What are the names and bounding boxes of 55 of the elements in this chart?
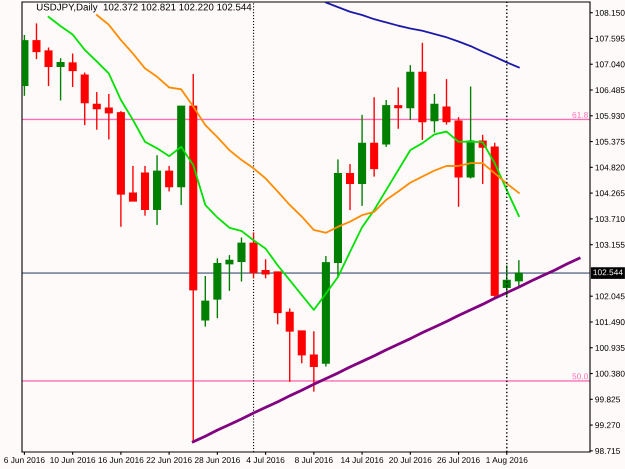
y-tick-label: 107.595 (595, 36, 625, 42)
candlestick (430, 93, 438, 134)
y-tick-label: 103.155 (595, 242, 625, 248)
x-tick-label: 26 Jul 2016 (437, 456, 480, 463)
y-tick-label: 100.935 (595, 344, 625, 351)
y-tick-label: 104.820 (595, 164, 625, 170)
chart-title: USDJPY,Daily 102.372 102.821 102.220 102.544 (36, 3, 252, 12)
x-tick-label: 16 Jun 2016 (98, 457, 144, 463)
candlestick (104, 93, 113, 140)
y-tick-label: 102.045 (595, 293, 625, 300)
y-tick-label: 99.825 (595, 396, 620, 402)
candlestick (237, 236, 246, 282)
line-series (96, 14, 520, 234)
x-tick-label: 20 Jul 2016 (389, 456, 432, 463)
y-tick-label: 101.490 (595, 319, 625, 326)
x-tick-label: 4 Jul 2016 (246, 456, 284, 463)
candlestick (128, 165, 137, 202)
y-tick-label: 106.485 (595, 87, 625, 94)
x-tick-label: 14 Jul 2016 (341, 456, 384, 463)
candlestick (310, 330, 318, 392)
candlestick (442, 78, 451, 126)
candlestick (201, 275, 210, 328)
y-tick-label: 105.375 (595, 138, 625, 145)
x-tick-label: 1 Aug 2016 (486, 457, 528, 465)
y-tick-label: 107.040 (595, 61, 625, 68)
candlestick (32, 22, 41, 60)
line-series (324, 2, 520, 68)
candlestick (514, 259, 523, 289)
candlestick (286, 308, 294, 383)
x-tick-label: 8 Jul 2016 (294, 456, 333, 463)
y-tick-label: 100.380 (595, 370, 625, 377)
candlestick (92, 91, 101, 130)
annotation: 50.0 (572, 373, 588, 380)
x-tick-label: 28 Jun 2016 (194, 457, 240, 463)
x-tick-label: 6 Jun 2016 (4, 457, 45, 463)
candlestick (262, 258, 270, 280)
y-tick-label: 105.930 (595, 112, 625, 119)
x-tick-label: 10 Jun 2016 (50, 457, 96, 463)
y-tick-label: 98.715 (595, 448, 620, 454)
candlestick (346, 163, 354, 211)
candlestick (225, 254, 234, 292)
candlestick (394, 86, 402, 130)
candlestick (165, 165, 174, 192)
candlestick (44, 46, 53, 87)
y-tick-label: 99.270 (595, 422, 620, 428)
x-tick-label: 22 Jun 2016 (146, 457, 192, 463)
line-series (48, 16, 520, 311)
candlestick (68, 52, 77, 88)
y-tick-label: 104.265 (595, 190, 625, 196)
candlestick (56, 57, 65, 102)
ref-line-label: 102.544 (593, 269, 623, 276)
y-tick-label: 108.150 (595, 10, 625, 16)
annotation: 61.8 (572, 112, 588, 118)
y-tick-label: 103.710 (595, 216, 625, 222)
candlestick (502, 264, 511, 298)
